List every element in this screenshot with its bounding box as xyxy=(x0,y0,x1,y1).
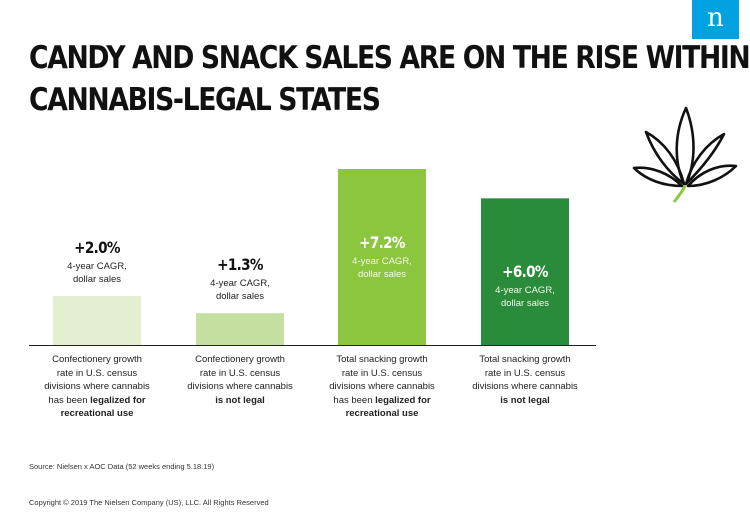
source-note: Source: Nielsen x AOC Data (52 weeks end… xyxy=(29,462,215,471)
category-text: Confectionery growth xyxy=(195,354,285,365)
category-text: rate in U.S. census xyxy=(484,367,566,379)
data-label-4: +6.0% xyxy=(502,262,548,282)
data-label-1: +2.0% xyxy=(74,238,120,258)
bar-4 xyxy=(481,198,569,345)
category-emphasis: is not legal xyxy=(215,394,265,406)
sub-label-line-1: 4-year CAGR, xyxy=(352,256,412,267)
category-label-1: Confectionery growth rate in U.S. census d… xyxy=(27,353,167,421)
leaf-left-upper xyxy=(644,130,686,186)
category-text: is not legal xyxy=(170,394,310,408)
sub-label-line-2: dollar sales xyxy=(500,298,550,310)
sub-label-line-2: dollar sales xyxy=(215,291,265,303)
leaf-left-lower xyxy=(632,166,684,188)
bar-2 xyxy=(196,313,284,345)
bar-3 xyxy=(338,169,426,345)
nielsen-logo: n xyxy=(692,0,739,39)
category-emphasis: legalized for xyxy=(90,394,146,406)
category-text: divisions where cannabis xyxy=(329,381,435,392)
category-label-3: Total snacking growth rate in U.S. census… xyxy=(312,353,452,421)
page-title-line-2: CANNABIS-LEGAL STATES xyxy=(29,82,381,118)
copyright-note: Copyright © 2019 The Nielsen Company (US… xyxy=(29,498,269,507)
bar-1 xyxy=(53,296,141,345)
category-text: has been legalized for xyxy=(333,394,431,406)
leaf-right-lower xyxy=(686,164,738,188)
sub-label-1: 4-year CAGR, dollar sales xyxy=(37,260,157,286)
category-text: rate in U.S. census xyxy=(199,367,281,379)
category-text: Confectionery growth xyxy=(52,354,142,365)
category-label-2: Confectionery growth rate in U.S. census d… xyxy=(170,353,310,407)
sub-label-line-2: dollar sales xyxy=(72,274,122,286)
page-title-line-1: CANDY AND SNACK SALES ARE ON THE RISE WI… xyxy=(29,40,750,76)
category-text: recreational use xyxy=(312,407,452,421)
cannabis-leaf-icon xyxy=(632,106,738,203)
category-emphasis: is not legal xyxy=(500,394,550,406)
leaf-right-upper xyxy=(684,132,726,186)
category-emphasis: legalized for xyxy=(375,394,431,406)
sub-label-line-2: dollar sales xyxy=(357,269,407,280)
category-text: divisions where cannabis xyxy=(187,381,293,392)
data-label-3: +7.2% xyxy=(359,233,405,252)
category-text: rate in U.S. census xyxy=(56,367,138,379)
category-text: is not legal xyxy=(455,394,595,408)
category-text: Total snacking growth xyxy=(479,354,571,365)
sub-label-3: 4-year CAGR, dollar sales xyxy=(322,255,442,281)
leaf-stem xyxy=(672,185,687,203)
sub-label-4: 4-year CAGR, dollar sales xyxy=(465,284,585,310)
category-text: rate in U.S. census xyxy=(341,367,423,379)
category-emphasis: recreational use xyxy=(60,408,134,419)
category-label-4: Total snacking growth rate in U.S. census… xyxy=(455,353,595,407)
sub-label-2: 4-year CAGR, dollar sales xyxy=(180,277,300,303)
category-text: divisions where cannabis xyxy=(44,381,150,392)
category-text: recreational use xyxy=(27,407,167,421)
category-text: has been legalized for xyxy=(48,394,146,406)
sub-label-line-1: 4-year CAGR, xyxy=(495,285,555,297)
category-text: Total snacking growth xyxy=(336,354,428,365)
sub-label-line-1: 4-year CAGR, xyxy=(67,261,127,273)
data-label-2: +1.3% xyxy=(217,255,263,275)
category-emphasis: recreational use xyxy=(345,408,419,419)
sub-label-line-1: 4-year CAGR, xyxy=(210,278,270,290)
category-text: divisions where cannabis xyxy=(472,381,578,392)
